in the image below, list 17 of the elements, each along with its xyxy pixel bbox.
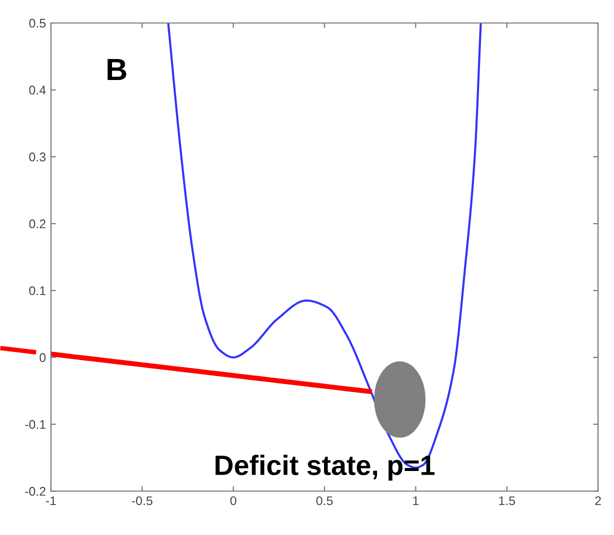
y-tick-label: 0 <box>40 353 46 362</box>
y-tick-label: 0.5 <box>29 18 46 28</box>
x-tick-label: 2 <box>595 496 601 506</box>
x-tick-label: -1 <box>46 496 56 506</box>
annotation: B <box>108 59 126 80</box>
x-tick-label: 1 <box>413 496 419 506</box>
x-tick-label: 0.5 <box>316 496 333 506</box>
x-tick-label: 1.5 <box>499 496 516 506</box>
y-tick-label: 0.3 <box>29 152 46 162</box>
y-tick-label: -0.1 <box>25 420 46 429</box>
annotation: Deficit state, p=1 <box>216 454 434 481</box>
x-tick-label: -0.5 <box>132 496 152 506</box>
y-tick-label: 0.2 <box>29 219 46 228</box>
y-tick-label: 0.1 <box>29 286 46 296</box>
x-tick-label: 0 <box>230 496 236 506</box>
y-tick-label: -0.2 <box>25 486 46 496</box>
y-tick-label: 0.4 <box>29 86 46 95</box>
